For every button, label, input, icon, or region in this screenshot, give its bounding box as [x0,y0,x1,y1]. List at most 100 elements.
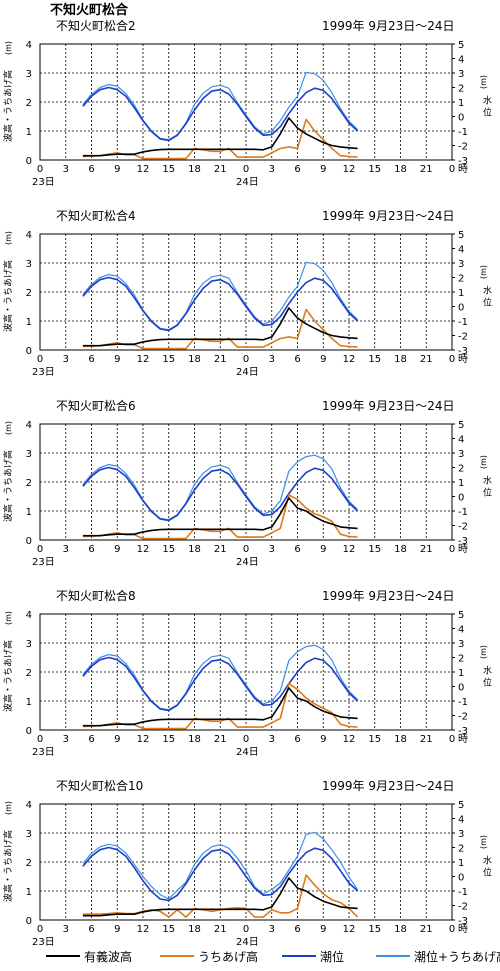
x-tick-label: 15 [162,734,175,745]
x-tick-label: 12 [137,924,150,935]
y-right-tick-label: -3 [458,916,468,927]
y-left-tick-label: 1 [26,127,32,138]
x-tick-label: 15 [368,734,381,745]
y-right-tick-label: 0 [458,683,464,694]
y-left-tick-label: 4 [26,610,32,621]
y-right-tick-label: -3 [458,346,468,357]
y-right-tick-label: 1 [458,478,464,489]
x-tick-label: 21 [214,164,227,175]
x-tick-label: 21 [214,734,227,745]
chart-date-range: 1999年 9月23日～24日 [322,399,455,413]
chart-title: 不知火町松合10 [56,778,143,793]
x-tick-label: 6 [294,164,300,175]
x-tick-label: 9 [114,734,120,745]
y-left-tick-label: 2 [26,858,32,869]
legend-label-runup: うちあげ高 [198,950,259,964]
y-right-tick-label: 2 [458,844,464,855]
chart-date-range: 1999年 9月23日～24日 [322,19,455,33]
y-right-tick-label: 0 [458,303,464,314]
x-tick-label: 3 [63,734,69,745]
y-right-tick-label: 4 [458,55,464,66]
x-tick-label: 6 [88,164,94,175]
x-tick-label: 12 [137,354,150,365]
y-left-axis-unit: (m) [4,801,13,815]
y-right-tick-label: 0 [458,113,464,124]
x-tick-label: 9 [320,734,326,745]
y-right-axis-label: 水 位 [481,474,492,497]
x-tick-label: 18 [394,544,407,555]
x-tick-label: 6 [88,354,94,365]
y-right-tick-label: 3 [458,639,464,650]
x-tick-label: 12 [343,734,356,745]
y-right-tick-label: 1 [458,858,464,869]
y-left-axis-label: 波高・うちあげ高 [2,640,14,712]
x-tick-label: 3 [269,734,275,745]
y-right-tick-label: -1 [458,697,468,708]
series-line-tide [82,466,359,522]
x-tick-label: 12 [343,354,356,365]
y-right-tick-label: 1 [458,668,464,679]
day-label: 24日 [236,557,259,568]
y-left-axis-label: 波高・うちあげ高 [2,70,14,142]
y-left-axis-label: 波高・うちあげ高 [2,260,14,332]
x-tick-label: 15 [162,544,175,555]
x-tick-label: 18 [394,924,407,935]
series-line-wave-height [82,497,358,537]
y-left-axis-unit: (m) [4,421,13,435]
series-line-tide-plus-runup [82,71,359,141]
series-line-tide-plus-runup [82,644,359,711]
x-tick-label: 21 [420,164,433,175]
series-line-wave-height [82,877,358,917]
x-tick-label: 21 [420,354,433,365]
y-left-tick-label: 0 [26,916,32,927]
y-left-axis-label: 波高・うちあげ高 [2,450,14,522]
y-right-tick-label: -1 [458,317,468,328]
y-left-axis-unit: (m) [4,231,13,245]
y-right-tick-label: 5 [458,610,464,621]
y-right-tick-label: 5 [458,230,464,241]
x-tick-label: 18 [394,354,407,365]
x-tick-label: 3 [63,924,69,935]
y-right-tick-label: -2 [458,902,468,913]
y-right-tick-label: -1 [458,887,468,898]
x-tick-label: 0 [243,544,249,555]
x-tick-label: 3 [63,354,69,365]
x-tick-label: 18 [188,164,201,175]
x-tick-label: 9 [114,924,120,935]
x-tick-label: 0 [243,164,249,175]
x-tick-label: 15 [162,924,175,935]
x-unit-label: 時 [458,543,468,555]
grid-lines [40,614,452,730]
y-right-axis-label: 水 位 [481,854,492,877]
y-right-tick-label: -3 [458,536,468,547]
y-right-tick-label: 4 [458,435,464,446]
y-left-tick-label: 3 [26,639,32,650]
y-right-tick-label: 2 [458,274,464,285]
x-tick-label: 0 [37,734,43,745]
x-tick-label: 3 [63,544,69,555]
y-left-tick-label: 4 [26,420,32,431]
y-left-tick-label: 1 [26,317,32,328]
y-left-axis-unit: (m) [4,611,13,625]
x-tick-label: 6 [88,924,94,935]
y-right-tick-label: 2 [458,464,464,475]
x-tick-label: 0 [243,924,249,935]
x-tick-label: 0 [449,924,455,935]
y-left-tick-label: 3 [26,829,32,840]
y-left-tick-label: 4 [26,230,32,241]
day-label: 24日 [236,747,259,758]
x-tick-label: 9 [320,924,326,935]
day-label: 23日 [32,557,55,568]
y-right-tick-label: 3 [458,449,464,460]
y-right-tick-label: -2 [458,332,468,343]
x-tick-label: 9 [320,354,326,365]
x-tick-label: 18 [394,164,407,175]
x-tick-label: 0 [37,544,43,555]
day-label: 23日 [32,367,55,378]
y-left-tick-label: 1 [26,887,32,898]
